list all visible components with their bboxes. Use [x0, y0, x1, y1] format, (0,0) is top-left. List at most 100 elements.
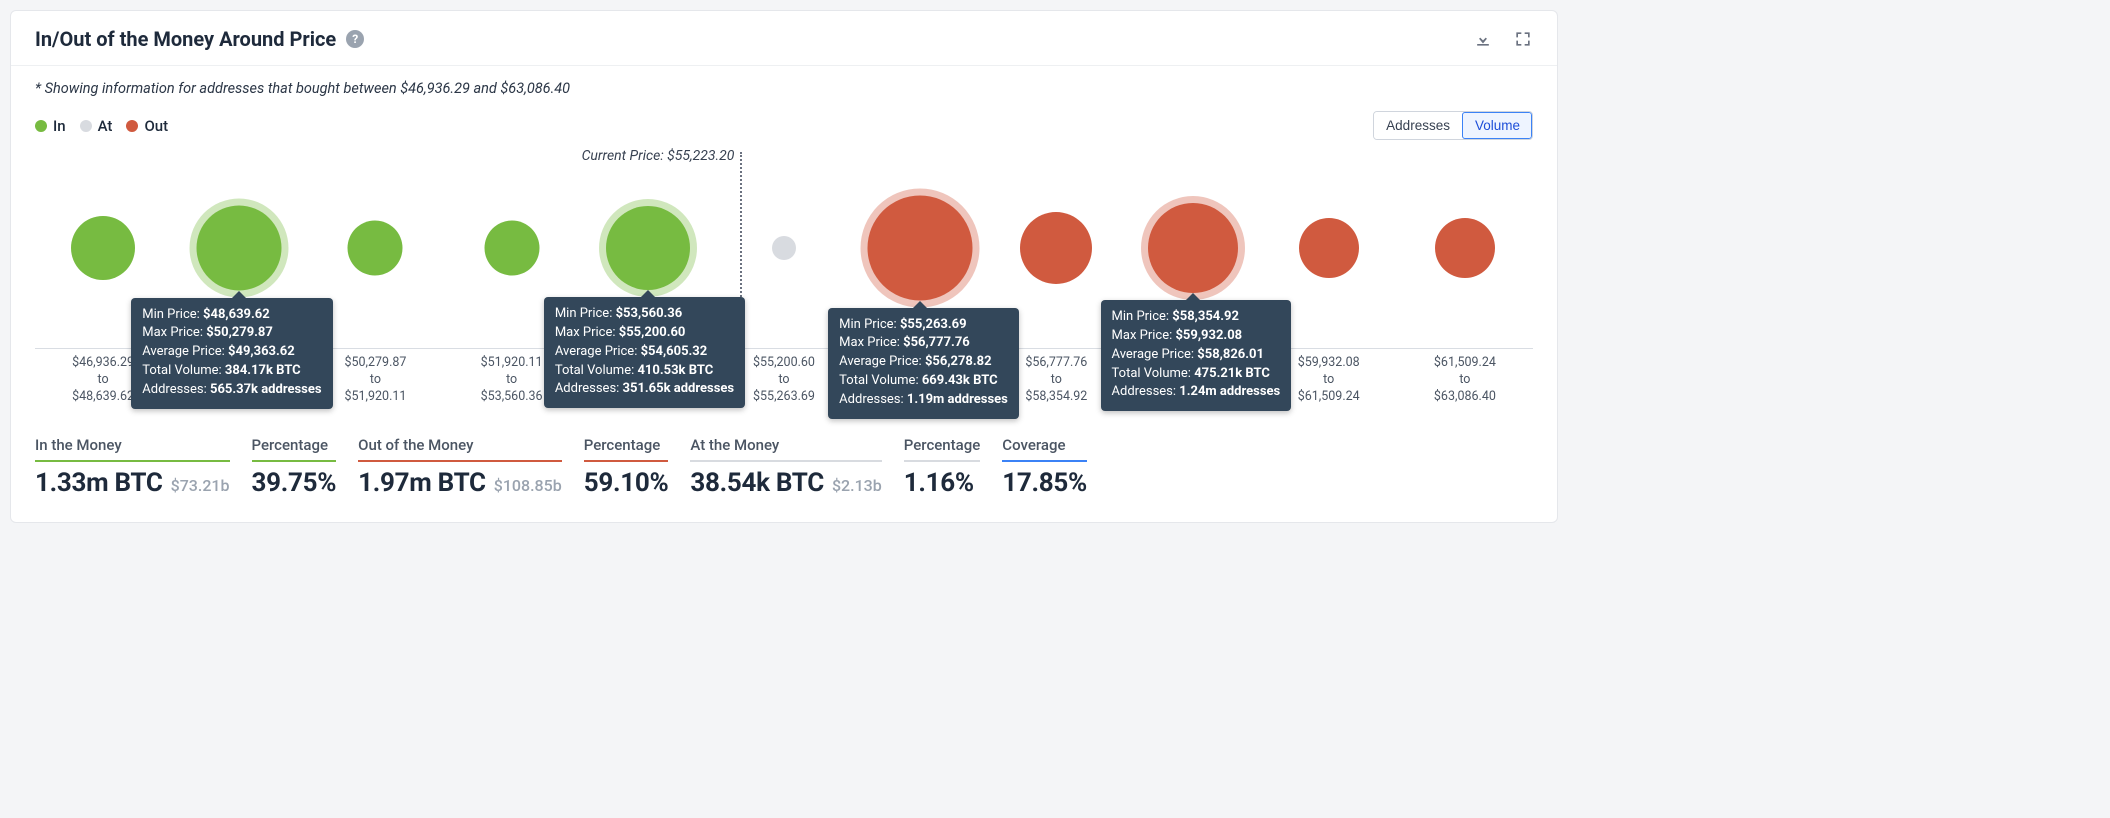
bubble-core	[1299, 218, 1359, 278]
xtick-from: $55,200.60	[753, 355, 815, 370]
stat-value-row: 1.33m BTC$73.21b	[35, 468, 230, 498]
tooltip-arrow-icon	[912, 301, 928, 309]
tt-max: Max Price: $55,200.60	[555, 324, 734, 343]
legend-row: In At Out AddressesVolume	[35, 111, 1533, 140]
stat-label: Coverage	[1002, 436, 1087, 462]
stat-block: In the Money1.33m BTC$73.21b	[35, 436, 230, 498]
bubble-out[interactable]	[1299, 218, 1359, 278]
xtick-from: $51,920.11	[481, 355, 543, 370]
legend-label: In	[53, 117, 66, 135]
legend: In At Out	[35, 117, 168, 135]
bubble-out[interactable]	[1435, 218, 1495, 278]
tt-addr: Addresses: 1.24m addresses	[1112, 383, 1281, 402]
bubble-tooltip: Min Price: $55,263.69Max Price: $56,777.…	[828, 308, 1019, 419]
current-price-label: Current Price: $55,223.20	[582, 148, 741, 164]
stat-value-row: 59.10%	[584, 468, 669, 498]
summary-stats: In the Money1.33m BTC$73.21b Percentage 39…	[35, 436, 1533, 498]
stat-subvalue: $2.13b	[832, 476, 882, 495]
help-icon[interactable]: ?	[346, 30, 364, 48]
legend-item: In	[35, 117, 66, 135]
tt-vol: Total Volume: 410.53k BTC	[555, 362, 734, 381]
toggle-addresses[interactable]: Addresses	[1374, 112, 1462, 139]
bubble-chart: $46,936.29to$48,639.62$48,639.62to$50,27…	[35, 148, 1533, 408]
stat-value-row: 17.85%	[1002, 468, 1087, 498]
xtick-to: $55,263.69	[753, 389, 815, 404]
stat-subvalue: $73.21b	[171, 476, 230, 495]
bubble-core	[868, 196, 973, 301]
stat-label: Out of the Money	[358, 436, 562, 462]
tt-vol: Total Volume: 475.21k BTC	[1112, 365, 1281, 384]
card-header: In/Out of the Money Around Price ?	[11, 11, 1557, 66]
stat-block: Coverage 17.85%	[1002, 436, 1087, 498]
stat-value: 38.54k BTC	[690, 468, 824, 498]
bubble-tooltip: Min Price: $48,639.62Max Price: $50,279.…	[131, 298, 332, 409]
at-dot-icon	[80, 120, 92, 132]
stat-block: Percentage1.16%	[904, 436, 981, 498]
bubble-tooltip: Min Price: $58,354.92Max Price: $59,932.…	[1101, 300, 1292, 411]
stat-label: At the Money	[690, 436, 881, 462]
bubble-core	[484, 221, 539, 276]
legend-item: At	[80, 117, 113, 135]
bubble-slot	[1397, 148, 1533, 348]
bubble-core	[606, 206, 690, 290]
toggle-volume[interactable]: Volume	[1462, 112, 1532, 139]
stat-block: At the Money 38.54k BTC $2.13b	[690, 436, 881, 498]
stat-label: Percentage	[904, 436, 981, 462]
tt-avg: Average Price: $58,826.01	[1112, 346, 1281, 365]
stat-value: 1.97m BTC	[358, 468, 486, 498]
xtick-from: $61,509.24	[1434, 355, 1496, 370]
expand-icon[interactable]	[1513, 29, 1533, 49]
bubble-core	[348, 221, 403, 276]
bubble-at[interactable]	[772, 236, 796, 260]
xtick-to: $53,560.36	[481, 389, 543, 404]
tt-addr: Addresses: 351.65k addresses	[555, 380, 734, 399]
bubble-in[interactable]	[348, 221, 403, 276]
download-icon[interactable]	[1473, 29, 1493, 49]
bubble-in[interactable]	[71, 216, 135, 280]
xtick-from: $59,932.08	[1298, 355, 1360, 370]
bubble-core	[197, 206, 282, 291]
legend-label: At	[98, 117, 113, 135]
view-toggle: AddressesVolume	[1373, 111, 1533, 140]
stat-value-row: 1.97m BTC $108.85b	[358, 468, 562, 498]
stat-label: Percentage	[252, 436, 337, 462]
bubble-core	[71, 216, 135, 280]
xtick-to: $61,509.24	[1298, 389, 1360, 404]
ioap-card: In/Out of the Money Around Price ? * Sho…	[10, 10, 1558, 523]
stat-value-row: 38.54k BTC $2.13b	[690, 468, 881, 498]
tt-min: Min Price: $53,560.36	[555, 305, 734, 324]
header-actions	[1473, 29, 1533, 49]
bubble-in[interactable]	[197, 206, 282, 291]
legend-label: Out	[144, 117, 168, 135]
xtick-to: $51,920.11	[344, 389, 406, 404]
card-body: * Showing information for addresses that…	[11, 66, 1557, 522]
bubble-core	[1435, 218, 1495, 278]
stat-block: Percentage 39.75%	[252, 436, 337, 498]
title-wrap: In/Out of the Money Around Price ?	[35, 27, 364, 51]
bubble-core	[1020, 212, 1092, 284]
tt-addr: Addresses: 1.19m addresses	[839, 391, 1008, 410]
tt-min: Min Price: $48,639.62	[142, 306, 321, 325]
x-tick: $61,509.24to$63,086.40	[1397, 355, 1533, 406]
range-note: * Showing information for addresses that…	[35, 80, 1533, 97]
bubble-out[interactable]	[1020, 212, 1092, 284]
out-dot-icon	[126, 120, 138, 132]
bubble-tooltip: Min Price: $53,560.36Max Price: $55,200.…	[544, 297, 745, 408]
tt-max: Max Price: $59,932.08	[1112, 327, 1281, 346]
bubble-out[interactable]	[868, 196, 973, 301]
stat-label: Percentage	[584, 436, 669, 462]
stat-value-row: 39.75%	[252, 468, 337, 498]
bubble-out[interactable]	[1148, 203, 1238, 293]
tt-avg: Average Price: $56,278.82	[839, 353, 1008, 372]
xtick-to: $63,086.40	[1434, 389, 1496, 404]
tt-min: Min Price: $55,263.69	[839, 316, 1008, 335]
legend-item: Out	[126, 117, 168, 135]
tt-vol: Total Volume: 669.43k BTC	[839, 372, 1008, 391]
xtick-to: $48,639.62	[72, 389, 134, 404]
xtick-from: $50,279.87	[344, 355, 406, 370]
bubble-in[interactable]	[484, 221, 539, 276]
bubble-in[interactable]	[606, 206, 690, 290]
stat-subvalue: $108.85b	[494, 476, 562, 495]
tt-avg: Average Price: $54,605.32	[555, 343, 734, 362]
tt-min: Min Price: $58,354.92	[1112, 308, 1281, 327]
